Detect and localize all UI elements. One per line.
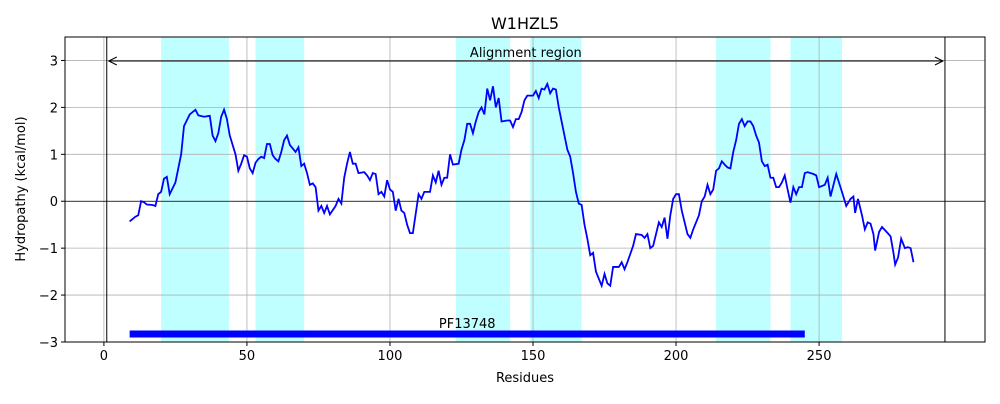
y-tick-label: 3 (50, 54, 58, 69)
highlight-region (255, 37, 305, 342)
x-tick-label: 0 (100, 349, 108, 364)
x-tick-label: 150 (521, 349, 546, 364)
x-tick-label: 200 (664, 349, 689, 364)
x-tick-label: 250 (807, 349, 832, 364)
y-tick-label: −3 (39, 336, 58, 351)
arrow-head (934, 56, 945, 66)
highlight-region (716, 37, 771, 342)
y-axis-label: Hydropathy (kcal/mol) (14, 116, 29, 261)
y-tick-label: −2 (39, 289, 58, 304)
y-tick-label: 2 (50, 101, 58, 116)
arrow-head (107, 56, 117, 66)
hydropathy-line (129, 81, 915, 289)
chart-title: W1HZL5 (491, 14, 559, 33)
alignment-label: Alignment region (470, 46, 582, 61)
y-tick-label: 1 (50, 148, 58, 163)
plot-frame (64, 36, 986, 343)
highlight-region (530, 37, 582, 342)
y-tick-label: 0 (50, 195, 58, 210)
x-tick-label: 100 (378, 349, 403, 364)
x-tick-label: 50 (239, 349, 256, 364)
domain-label: PF13748 (439, 317, 496, 332)
highlight-region (455, 37, 511, 342)
x-axis-label: Residues (496, 371, 554, 386)
y-tick-label: −1 (39, 242, 58, 257)
